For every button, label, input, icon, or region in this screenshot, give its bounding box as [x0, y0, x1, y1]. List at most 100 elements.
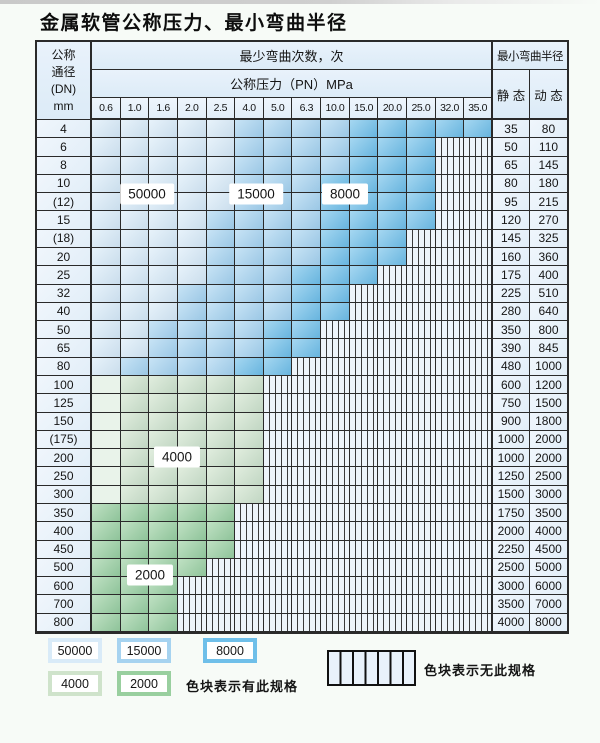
static-radius-value: 80 — [492, 174, 530, 194]
no-spec-cell — [435, 248, 465, 267]
no-spec-cell — [292, 412, 322, 431]
no-spec-cell — [464, 174, 493, 194]
no-spec-cell — [292, 449, 322, 468]
spec-cell-50000 — [92, 211, 121, 230]
spec-cell-15000 — [235, 211, 264, 230]
dynamic-radius-value: 510 — [529, 284, 567, 303]
spec-cell-50000 — [92, 174, 121, 194]
legend-swatch-label: 2000 — [121, 675, 167, 692]
no-spec-cell — [435, 174, 465, 194]
no-spec-cell — [435, 376, 465, 395]
spec-cell-8000 — [407, 193, 436, 212]
spec-cell-50000 — [177, 229, 207, 248]
no-spec-cell — [206, 613, 236, 632]
spec-cell-2000 — [206, 540, 236, 559]
no-spec-cell — [292, 430, 322, 450]
spec-cell-50000 — [92, 138, 121, 157]
dn-row-label: 15 — [37, 211, 92, 230]
bend-count-tag: 15000 — [229, 183, 283, 205]
spec-cell-15000 — [206, 248, 236, 267]
no-spec-cell — [235, 577, 264, 596]
spec-cell-4000 — [120, 412, 150, 431]
spec-cell-4000 — [120, 430, 150, 450]
spec-cell-50000 — [92, 284, 121, 303]
spec-cell-15000 — [177, 321, 207, 340]
no-spec-cell — [263, 613, 293, 632]
no-spec-cell — [435, 449, 465, 468]
legend-swatch-label: 8000 — [207, 642, 253, 659]
spec-cell-50000 — [92, 321, 121, 340]
no-spec-cell — [292, 357, 322, 376]
no-spec-cell — [263, 412, 293, 431]
pressure-tick: 6.3 — [292, 98, 322, 120]
dynamic-radius-value: 3000 — [529, 485, 567, 504]
legend-no-spec-swatch — [327, 650, 416, 686]
no-spec-cell — [321, 339, 350, 358]
dn-header-line: 通径 — [51, 64, 76, 79]
no-spec-cell — [407, 467, 436, 486]
spec-cell-2000 — [92, 595, 121, 614]
spec-cell-2000 — [120, 540, 150, 559]
spec-cell-8000 — [349, 229, 379, 248]
no-spec-cell — [464, 540, 493, 559]
no-spec-cell — [349, 449, 379, 468]
spec-cell-50000 — [177, 266, 207, 285]
dn-row-label: 400 — [37, 522, 92, 541]
no-spec-cell — [435, 138, 465, 157]
dn-row-label: 350 — [37, 504, 92, 523]
spec-cell-50000 — [177, 248, 207, 267]
no-spec-cell — [435, 321, 465, 340]
spec-cell-50000 — [149, 284, 178, 303]
dn-row-label: 700 — [37, 595, 92, 614]
no-spec-cell — [321, 412, 350, 431]
dynamic-radius-value: 4500 — [529, 540, 567, 559]
no-spec-cell — [349, 412, 379, 431]
no-spec-cell — [349, 467, 379, 486]
static-column-header: 静 态 — [492, 70, 530, 120]
pressure-tick: 1.6 — [149, 98, 178, 120]
no-spec-cell — [263, 522, 293, 541]
no-spec-cell — [464, 467, 493, 486]
no-spec-cell — [378, 394, 408, 413]
static-radius-value: 65 — [492, 156, 530, 175]
spec-cell-50000 — [206, 193, 236, 212]
no-spec-cell — [292, 613, 322, 632]
spec-cell-4000 — [206, 412, 236, 431]
spec-cell-15000 — [321, 156, 350, 175]
no-spec-cell — [435, 339, 465, 358]
no-spec-cell — [464, 193, 493, 212]
spec-cell-15000 — [120, 357, 150, 376]
no-spec-cell — [378, 357, 408, 376]
no-spec-cell — [435, 522, 465, 541]
dn-column-header: 公称 通径 (DN) mm — [37, 42, 92, 120]
no-spec-cell — [263, 449, 293, 468]
no-spec-cell — [235, 613, 264, 632]
spec-cell-50000 — [120, 339, 150, 358]
no-spec-cell — [378, 467, 408, 486]
no-spec-cell — [407, 357, 436, 376]
no-spec-cell — [407, 284, 436, 303]
legend-swatch-label: 15000 — [121, 642, 167, 659]
no-spec-cell — [407, 394, 436, 413]
no-spec-cell — [321, 376, 350, 395]
spec-cell-15000 — [235, 302, 264, 322]
no-spec-cell — [263, 485, 293, 504]
spec-cell-15000 — [206, 229, 236, 248]
spec-cell-15000 — [263, 248, 293, 267]
spec-cell-50000 — [206, 174, 236, 194]
legend-swatch-15000: 15000 — [117, 638, 171, 663]
static-radius-value: 1000 — [492, 449, 530, 468]
spec-cell-15000 — [177, 284, 207, 303]
spec-cell-50000 — [149, 156, 178, 175]
spec-cell-50000 — [92, 302, 121, 322]
spec-cell-4000 — [206, 449, 236, 468]
no-spec-cell — [435, 504, 465, 523]
no-spec-cell — [435, 430, 465, 450]
spec-cell-15000 — [292, 229, 322, 248]
spec-cell-4000-light — [92, 412, 121, 431]
dynamic-radius-value: 5000 — [529, 558, 567, 578]
dynamic-radius-value: 640 — [529, 302, 567, 322]
static-radius-value: 2000 — [492, 522, 530, 541]
spec-cell-50000 — [120, 302, 150, 322]
no-spec-cell — [349, 430, 379, 450]
